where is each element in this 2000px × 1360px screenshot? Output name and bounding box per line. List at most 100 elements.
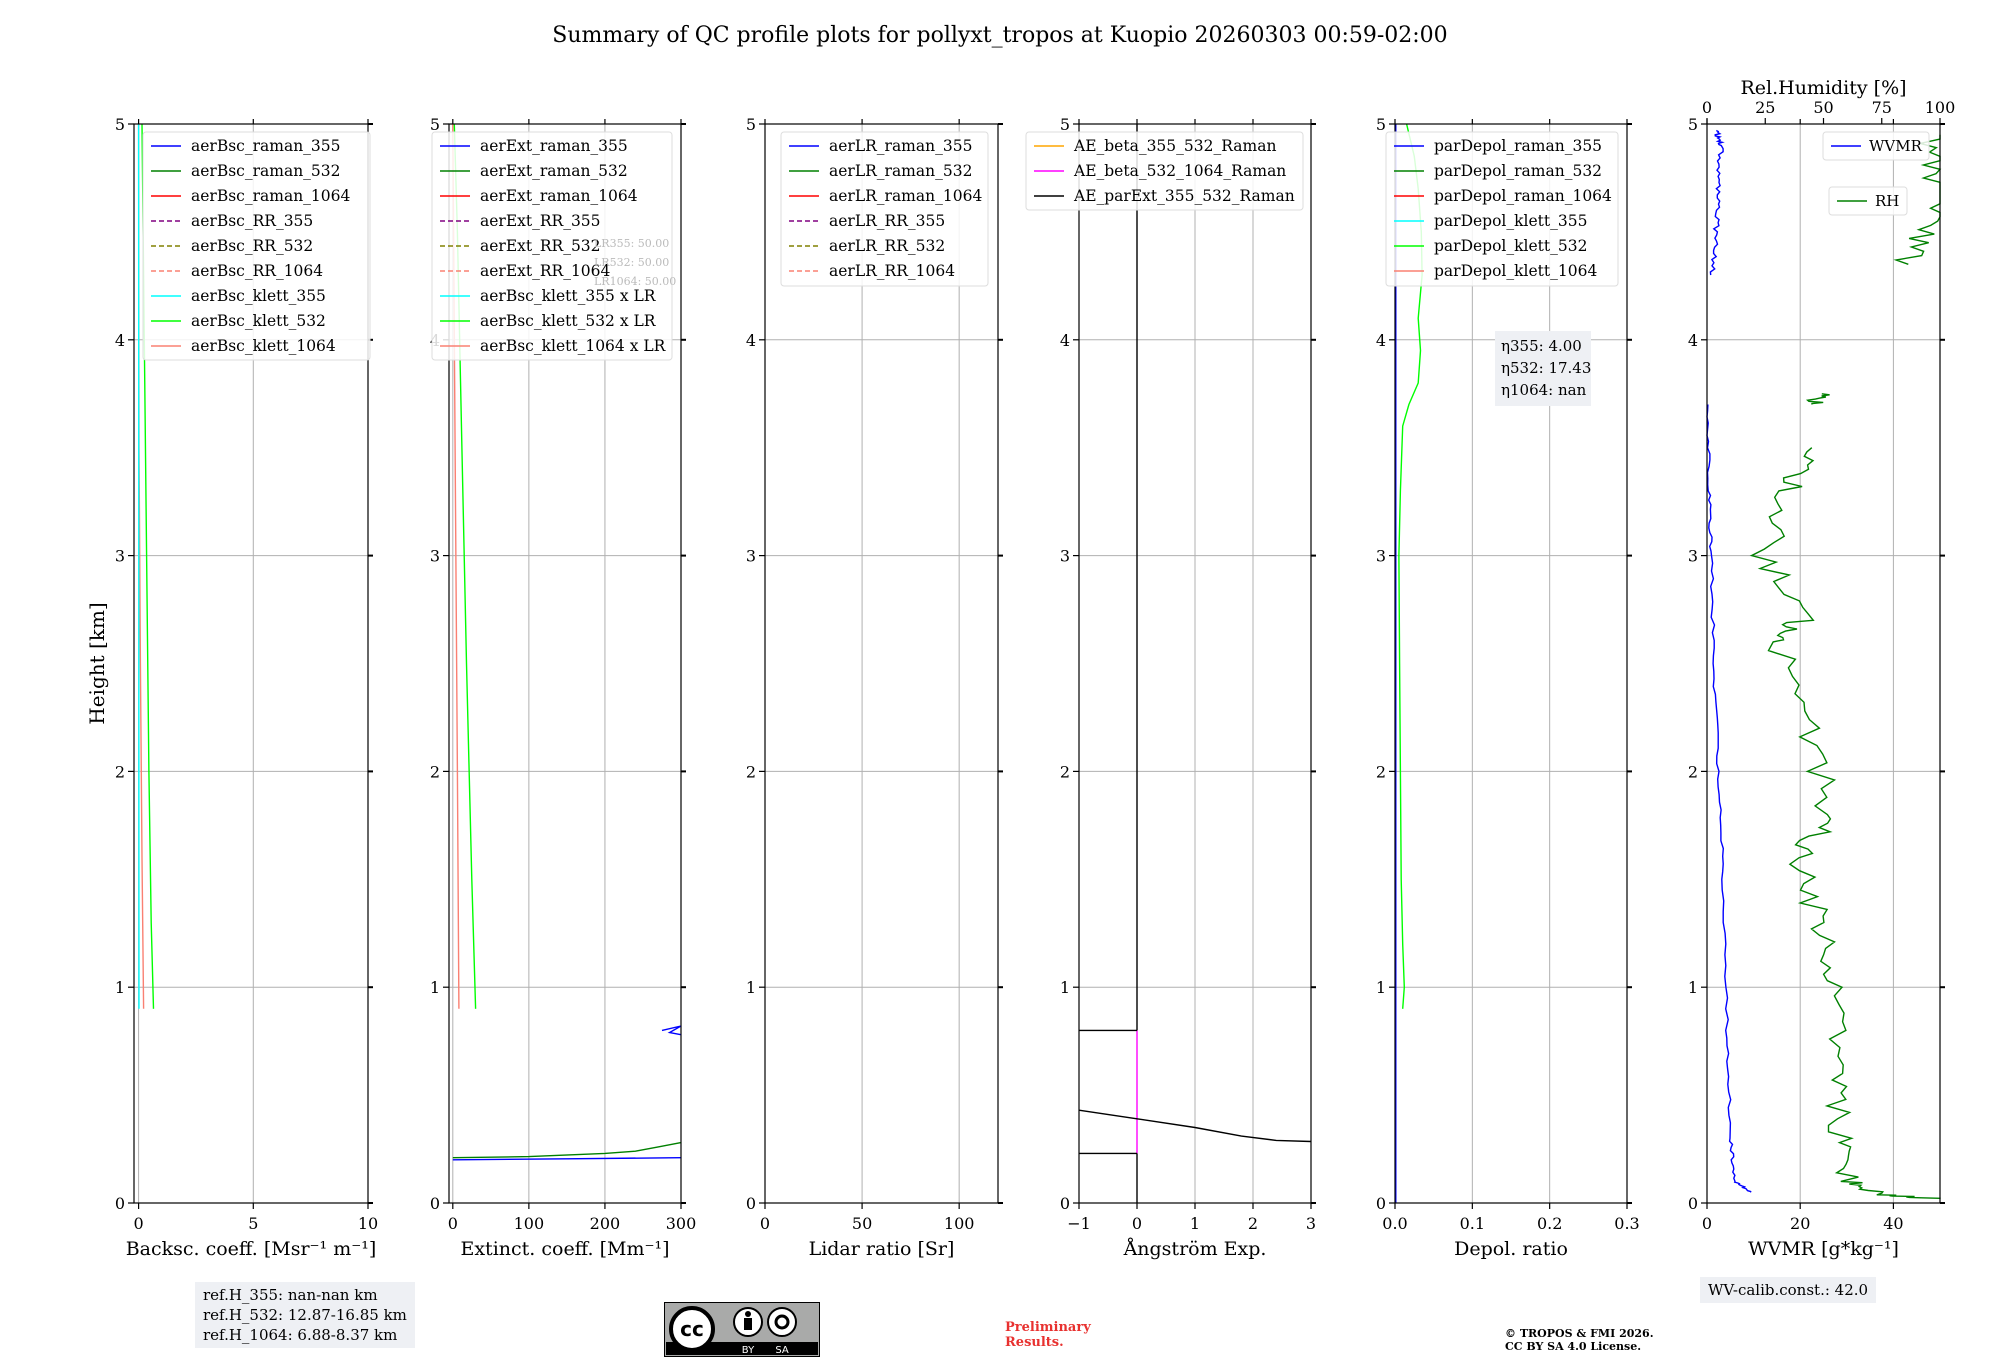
- x-tick-label: 0: [133, 1214, 143, 1233]
- y-tick-label: 3: [1060, 547, 1070, 566]
- legend-label: aerLR_raman_532: [829, 162, 972, 180]
- x-tick-label: 0.3: [1614, 1214, 1639, 1233]
- x-tick-label: 0.0: [1382, 1214, 1407, 1233]
- x-axis-label: Lidar ratio [Sr]: [809, 1238, 955, 1260]
- x-tick-label: 200: [590, 1214, 621, 1233]
- legend-label: parDepol_raman_1064: [1434, 187, 1612, 205]
- y-tick-label: 0: [746, 1194, 756, 1213]
- legend-label: parDepol_raman_355: [1434, 137, 1602, 155]
- y-tick-label: 4: [746, 331, 756, 350]
- legend-label: aerBsc_klett_532 x LR: [480, 312, 657, 330]
- legend-label: aerBsc_klett_355: [191, 287, 326, 305]
- panel-wv: 0 20 40 0 1 2 3 4 5 WVMR [g*kg⁻¹] 0 25 50 75 100 Rel.Hu…: [1688, 77, 1955, 1260]
- preliminary-note: Preliminary Results.: [1005, 1320, 1091, 1350]
- lr-annotation: LR355: 50.00: [594, 237, 669, 250]
- series-RH: [1749, 447, 1941, 1199]
- y-tick-label: 0: [1376, 1194, 1386, 1213]
- x-tick-label: 0.1: [1460, 1214, 1485, 1233]
- eta-label: η355: 4.00: [1501, 337, 1582, 355]
- y-tick-label: 1: [115, 978, 125, 997]
- legend-label: aerExt_RR_1064: [480, 262, 611, 280]
- legend-label: aerLR_RR_355: [829, 212, 945, 230]
- y-tick-label: 2: [115, 762, 125, 781]
- y-tick-label: 5: [1060, 115, 1070, 134]
- legend-box: [1828, 186, 1908, 216]
- legend-label: aerExt_raman_355: [480, 137, 628, 155]
- legend-label: aerLR_RR_1064: [829, 262, 955, 280]
- legend-label: aerBsc_klett_1064: [191, 337, 336, 355]
- legend-label: AE_beta_355_532_Raman: [1073, 137, 1276, 155]
- x-axis-label: Backsc. coeff. [Msr⁻¹ m⁻¹]: [126, 1238, 377, 1260]
- legend-label: parDepol_klett_532: [1434, 237, 1587, 255]
- y-tick-label: 0: [1060, 1194, 1070, 1213]
- x-tick-label: 50: [852, 1214, 872, 1233]
- y-tick-label: 0: [1688, 1194, 1698, 1213]
- x-tick-label: 0: [1132, 1214, 1142, 1233]
- legend-label: aerBsc_klett_1064 x LR: [480, 337, 667, 355]
- series-aerExt-raman-532: [452, 1141, 682, 1159]
- panel-bsc: 0 5 10 0 1 2 3 4 5 Backsc. coeff. [Msr⁻¹ m⁻¹] Heig…: [85, 115, 378, 1260]
- legend-label: parDepol_raman_532: [1434, 162, 1602, 180]
- y-tick-label: 4: [1060, 331, 1070, 350]
- y-tick-label: 3: [115, 547, 125, 566]
- legend-label: aerBsc_raman_355: [191, 137, 341, 155]
- legend-box: [1822, 131, 1930, 161]
- y-tick-label: 4: [1376, 331, 1386, 350]
- x-tick-label: 0: [448, 1214, 458, 1233]
- sa-icon: [767, 1307, 797, 1337]
- y-tick-label: 0: [115, 1194, 125, 1213]
- legend-label: aerExt_RR_355: [480, 212, 601, 230]
- y-tick-label: 1: [430, 978, 440, 997]
- axes-frame: [764, 123, 999, 1204]
- legend-box: [1385, 131, 1619, 287]
- ref-line-532: ref.H_532: 12.87-16.85 km: [203, 1306, 407, 1324]
- y-tick-label: 2: [1376, 762, 1386, 781]
- legend-label: aerExt_raman_532: [480, 162, 628, 180]
- y-tick-label: 5: [115, 115, 125, 134]
- legend-label: aerLR_raman_1064: [829, 187, 982, 205]
- legend-box: [142, 131, 371, 361]
- y-tick-label: 3: [1376, 547, 1386, 566]
- y-tick-label: 3: [746, 547, 756, 566]
- cc-license-badge: cc BY SA: [664, 1302, 820, 1357]
- x-tick-label: 5: [248, 1214, 258, 1233]
- y-tick-label: 2: [430, 762, 440, 781]
- y-tick-label: 2: [1688, 762, 1698, 781]
- eta-box: [1495, 331, 1591, 406]
- legend-label: WVMR: [1869, 137, 1923, 155]
- legend-box: [1025, 131, 1304, 211]
- svg-text:cc: cc: [680, 1317, 704, 1341]
- series-aerExt-raman-355: [452, 1157, 682, 1161]
- x-tick-label: 100: [514, 1214, 545, 1233]
- panel-ext: 0100200300012345Extinct. coeff. [Mm⁻¹]ae…: [430, 115, 696, 1260]
- x-tick-label: 3: [1306, 1214, 1316, 1233]
- x-tick-label: 0.2: [1537, 1214, 1562, 1233]
- axes-frame: [133, 123, 369, 1204]
- legend-label: aerBsc_klett_532: [191, 312, 326, 330]
- cc-sa-label: SA: [775, 1345, 789, 1356]
- x-tick-label: 0: [760, 1214, 770, 1233]
- y-tick-label: 0: [430, 1194, 440, 1213]
- y-tick-label: 1: [1688, 978, 1698, 997]
- y-tick-label: 3: [1688, 547, 1698, 566]
- ref-line-355: ref.H_355: nan-nan km: [203, 1286, 378, 1304]
- legend-label: aerBsc_raman_532: [191, 162, 341, 180]
- y-axis-label: Height [km]: [85, 602, 109, 724]
- copyright-note: © TROPOS & FMI 2026. CC BY SA 4.0 Licens…: [1505, 1327, 1654, 1353]
- y-tick-label: 1: [746, 978, 756, 997]
- legend-label: aerExt_RR_532: [480, 237, 601, 255]
- y-tick-label: 5: [746, 115, 756, 134]
- x-tick-label: 2: [1248, 1214, 1258, 1233]
- preliminary-line-1: Preliminary: [1005, 1320, 1091, 1335]
- y-tick-label: 1: [1060, 978, 1070, 997]
- legend-label: aerBsc_RR_355: [191, 212, 313, 230]
- lr-annotation: LR532: 50.00: [594, 256, 669, 269]
- legend-label: parDepol_klett_1064: [1434, 262, 1597, 280]
- series-WVMR-upper-: [1709, 129, 1725, 276]
- x-axis-label: Depol. ratio: [1454, 1238, 1568, 1260]
- x-tick-label: 20: [1790, 1214, 1810, 1233]
- legend-label: AE_parExt_355_532_Raman: [1073, 187, 1295, 205]
- legend-label: aerLR_raman_355: [829, 137, 972, 155]
- x-tick-label: 10: [358, 1214, 378, 1233]
